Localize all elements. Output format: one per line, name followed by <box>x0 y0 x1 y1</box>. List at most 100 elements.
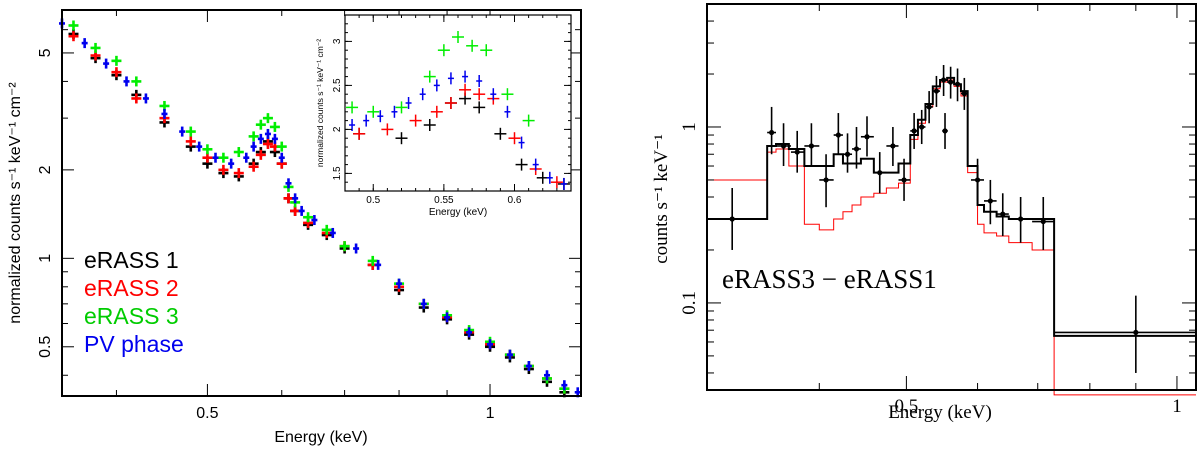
inset-point-pv-phase <box>433 79 440 92</box>
inset-point-erass-1 <box>473 101 486 114</box>
point-pv-phase <box>487 339 494 350</box>
point-pv-phase <box>420 298 427 309</box>
inset-point-pv-phase <box>405 97 412 109</box>
point-erass-3 <box>90 42 101 53</box>
point-marker <box>835 132 841 138</box>
point-marker <box>1000 211 1006 217</box>
point-pv-phase <box>271 133 278 144</box>
point-pv-phase <box>298 205 305 216</box>
inset-y-tick-label: 3 <box>332 38 343 44</box>
left-x-tick-label: 0.5 <box>196 405 218 422</box>
inset-x-tick-label: 0.5 <box>366 195 380 206</box>
difference-data-point <box>1054 295 1196 373</box>
inset-point-erass-1 <box>423 119 436 131</box>
inset-point-erass-3 <box>423 70 436 83</box>
point-marker <box>940 77 947 83</box>
point-marker <box>987 198 993 204</box>
point-erass-3 <box>218 152 229 163</box>
inset-point-erass-2 <box>508 132 521 145</box>
point-pv-phase <box>292 193 299 204</box>
point-erass-2 <box>283 193 294 204</box>
right-plot-area <box>707 65 1196 396</box>
point-pv-phase <box>142 93 149 104</box>
inset-point-erass-3 <box>522 114 535 127</box>
point-erass-2 <box>290 205 301 216</box>
right-y-tick-label: 0.1 <box>679 291 700 315</box>
model-black-step <box>707 76 1196 337</box>
inset-point-erass-2 <box>473 88 486 101</box>
inset-point-pv-phase <box>532 158 539 171</box>
point-marker <box>954 81 961 87</box>
point-erass-2 <box>218 164 229 175</box>
point-pv-phase <box>444 312 451 323</box>
right-x-tick-label: 0.5 <box>895 396 919 417</box>
inset-point-erass-1 <box>395 132 408 145</box>
inset-point-erass-1 <box>515 158 528 171</box>
left-plot-area <box>59 18 581 398</box>
left-y-axis-title: normalized counts s⁻¹ keV⁻¹ cm⁻² <box>7 82 24 324</box>
point-pv-phase <box>196 141 203 152</box>
point-marker <box>853 146 860 152</box>
point-marker <box>864 134 870 140</box>
difference-data-point <box>886 126 899 167</box>
difference-data-point <box>852 126 861 169</box>
difference-data-point <box>873 152 887 194</box>
inset-point-erass-3 <box>395 101 408 114</box>
point-erass-2 <box>68 31 79 42</box>
point-erass-2 <box>202 152 213 163</box>
inset-point-pv-phase <box>462 70 469 83</box>
point-pv-phase <box>506 349 513 360</box>
point-erass-2 <box>185 136 196 147</box>
point-erass-2 <box>248 161 259 172</box>
point-pv-phase <box>375 259 382 270</box>
point-erass-3 <box>321 224 332 235</box>
point-erass-3 <box>339 241 350 252</box>
inset-point-erass-2 <box>444 97 457 109</box>
point-pv-phase <box>81 38 88 49</box>
inset-point-erass-2 <box>353 127 366 140</box>
point-pv-phase <box>228 158 235 169</box>
inset-x-axis-title: Energy (keV) <box>429 207 487 218</box>
inset-point-pv-phase <box>490 88 497 101</box>
inset-point-erass-3 <box>452 31 464 43</box>
point-marker <box>919 124 925 130</box>
legend-entry: eRASS 3 <box>84 303 179 329</box>
point-erass-3 <box>262 113 273 124</box>
inset-point-erass-3 <box>437 44 450 57</box>
difference-data-point <box>1008 197 1033 243</box>
inset-point-erass-2 <box>381 123 394 136</box>
point-pv-phase <box>257 133 264 144</box>
point-marker <box>808 143 815 149</box>
left-y-tick-label: 2 <box>37 165 54 174</box>
point-marker <box>844 151 851 157</box>
point-marker <box>794 149 800 155</box>
right-difference-chart: 0.5 1 0.1 1 Energy (keV) counts s⁻¹ keV⁻¹ e… <box>651 3 1197 423</box>
legend-entry: PV phase <box>84 331 184 357</box>
right-x-tick-label: 1 <box>1172 396 1182 417</box>
point-erass-3 <box>248 131 259 142</box>
point-pv-phase <box>311 215 318 226</box>
inset-point-pv-phase <box>476 75 483 87</box>
point-marker <box>933 88 940 94</box>
point-marker <box>780 143 787 149</box>
right-annotation: eRASS3 − eRASS1 <box>722 264 937 294</box>
inset-chart: 0.5 0.55 0.6 1.5 2 2.5 3 Energy (keV) normaliz… <box>315 14 572 218</box>
inset-y-tick-label: 2 <box>332 126 343 132</box>
difference-data-point <box>910 113 918 149</box>
inset-background <box>345 15 571 191</box>
point-erass-3 <box>131 76 142 87</box>
inset-point-erass-2 <box>550 176 563 189</box>
point-erass-2 <box>262 138 273 149</box>
right-y-axis-title: counts s⁻¹ keV⁻¹ <box>651 134 672 264</box>
inset-point-erass-2 <box>459 83 472 96</box>
difference-data-point <box>790 130 805 173</box>
inset-plot-area <box>346 31 570 190</box>
point-marker <box>1018 216 1024 222</box>
point-marker <box>877 170 883 176</box>
point-pv-phase <box>103 58 110 69</box>
left-x-axis-title: Energy (keV) <box>274 429 367 446</box>
inset-point-erass-2 <box>430 105 443 118</box>
inset-point-erass-3 <box>480 44 493 57</box>
difference-data-point <box>917 109 926 145</box>
